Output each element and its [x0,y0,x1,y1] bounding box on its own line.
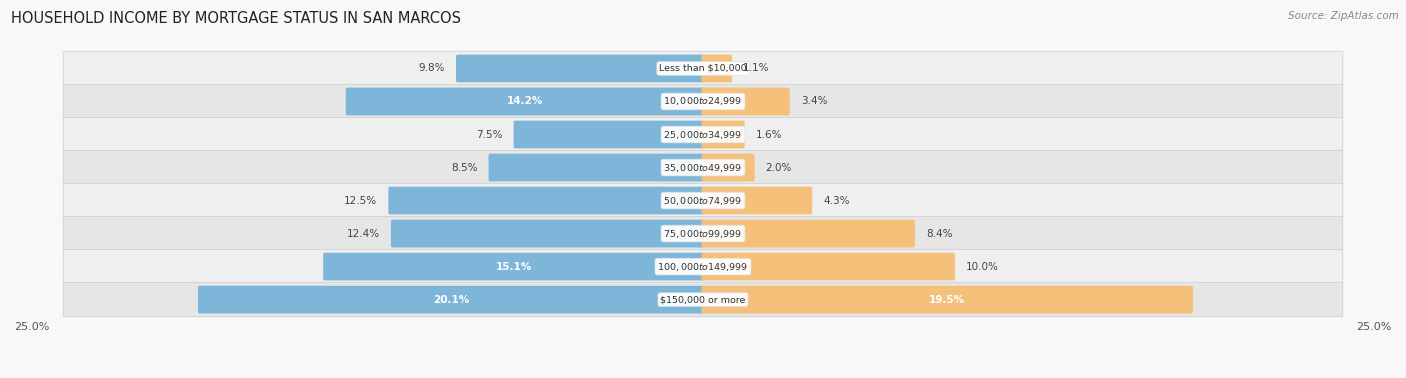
Text: 1.1%: 1.1% [744,64,769,73]
FancyBboxPatch shape [63,150,1343,185]
Text: HOUSEHOLD INCOME BY MORTGAGE STATUS IN SAN MARCOS: HOUSEHOLD INCOME BY MORTGAGE STATUS IN S… [11,11,461,26]
FancyBboxPatch shape [488,154,704,181]
Text: $75,000 to $99,999: $75,000 to $99,999 [664,228,742,240]
FancyBboxPatch shape [391,220,704,248]
FancyBboxPatch shape [346,88,704,115]
Text: Less than $10,000: Less than $10,000 [659,64,747,73]
FancyBboxPatch shape [198,286,704,313]
FancyBboxPatch shape [63,84,1343,119]
Text: Source: ZipAtlas.com: Source: ZipAtlas.com [1288,11,1399,21]
Text: 12.5%: 12.5% [344,195,377,206]
Text: 4.3%: 4.3% [824,195,849,206]
FancyBboxPatch shape [456,54,704,82]
FancyBboxPatch shape [702,253,955,280]
Text: $35,000 to $49,999: $35,000 to $49,999 [664,161,742,174]
FancyBboxPatch shape [702,121,745,149]
Text: 19.5%: 19.5% [929,294,966,305]
FancyBboxPatch shape [702,220,915,248]
Text: $25,000 to $34,999: $25,000 to $34,999 [664,129,742,141]
FancyBboxPatch shape [63,249,1343,284]
Text: 2.0%: 2.0% [766,163,792,172]
FancyBboxPatch shape [702,286,1194,313]
Text: 10.0%: 10.0% [966,262,998,272]
Text: 25.0%: 25.0% [14,322,49,332]
FancyBboxPatch shape [702,54,733,82]
Text: 12.4%: 12.4% [347,229,380,239]
FancyBboxPatch shape [388,187,704,214]
Text: 15.1%: 15.1% [496,262,531,272]
Text: $50,000 to $74,999: $50,000 to $74,999 [664,195,742,206]
Text: 8.4%: 8.4% [927,229,952,239]
Text: 8.5%: 8.5% [451,163,478,172]
Text: 7.5%: 7.5% [477,130,502,139]
Text: $100,000 to $149,999: $100,000 to $149,999 [658,260,748,273]
FancyBboxPatch shape [513,121,704,149]
Text: 20.1%: 20.1% [433,294,470,305]
Text: 9.8%: 9.8% [419,64,444,73]
FancyBboxPatch shape [63,51,1343,86]
FancyBboxPatch shape [63,282,1343,317]
Text: 1.6%: 1.6% [755,130,782,139]
Text: $10,000 to $24,999: $10,000 to $24,999 [664,96,742,107]
FancyBboxPatch shape [702,154,755,181]
FancyBboxPatch shape [63,183,1343,218]
FancyBboxPatch shape [63,217,1343,251]
Text: 14.2%: 14.2% [508,96,543,107]
FancyBboxPatch shape [63,117,1343,152]
FancyBboxPatch shape [702,187,813,214]
Text: $150,000 or more: $150,000 or more [661,295,745,304]
Legend: Without Mortgage, With Mortgage: Without Mortgage, With Mortgage [574,373,832,378]
Text: 3.4%: 3.4% [800,96,827,107]
Text: 25.0%: 25.0% [1357,322,1392,332]
FancyBboxPatch shape [323,253,704,280]
FancyBboxPatch shape [702,88,790,115]
